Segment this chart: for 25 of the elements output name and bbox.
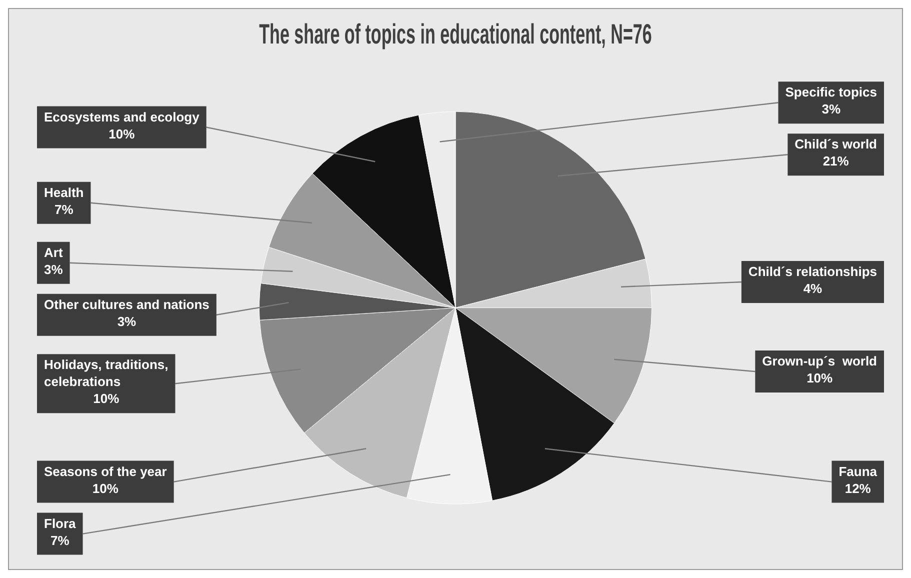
data-label: 10%	[806, 370, 834, 386]
slice-label: Grown-up´s world	[762, 354, 878, 369]
slice-label: Holidays, traditions, celebrations	[44, 357, 168, 390]
slice-label: Child´s world	[794, 136, 878, 152]
data-label: 10%	[108, 126, 136, 142]
data-label: 10%	[92, 480, 119, 496]
slice-label: Art	[44, 244, 64, 260]
slice-label: Ecosystems and ecology	[44, 109, 200, 124]
slice-label: Health	[44, 184, 84, 200]
data-label: 3%	[44, 262, 64, 277]
slice-label: Other cultures and nations	[44, 296, 210, 312]
slice-label: Seasons of the year	[44, 464, 167, 479]
data-label: 3%	[117, 314, 137, 329]
data-label: 10%	[93, 391, 120, 406]
data-label: 4%	[803, 281, 823, 296]
data-label: 7%	[50, 532, 70, 548]
slice-label: Fauna	[838, 464, 878, 479]
slice-label: Child´s relationships	[748, 264, 878, 280]
data-label: 21%	[822, 154, 850, 169]
data-label: 3%	[822, 102, 841, 117]
data-label: 7%	[54, 202, 74, 217]
chart-title: The share of topics in educational content, N=76	[259, 18, 652, 50]
data-label: 12%	[844, 480, 872, 496]
slice-label: Flora	[44, 516, 77, 531]
slice-label: Specific topics	[785, 84, 877, 100]
